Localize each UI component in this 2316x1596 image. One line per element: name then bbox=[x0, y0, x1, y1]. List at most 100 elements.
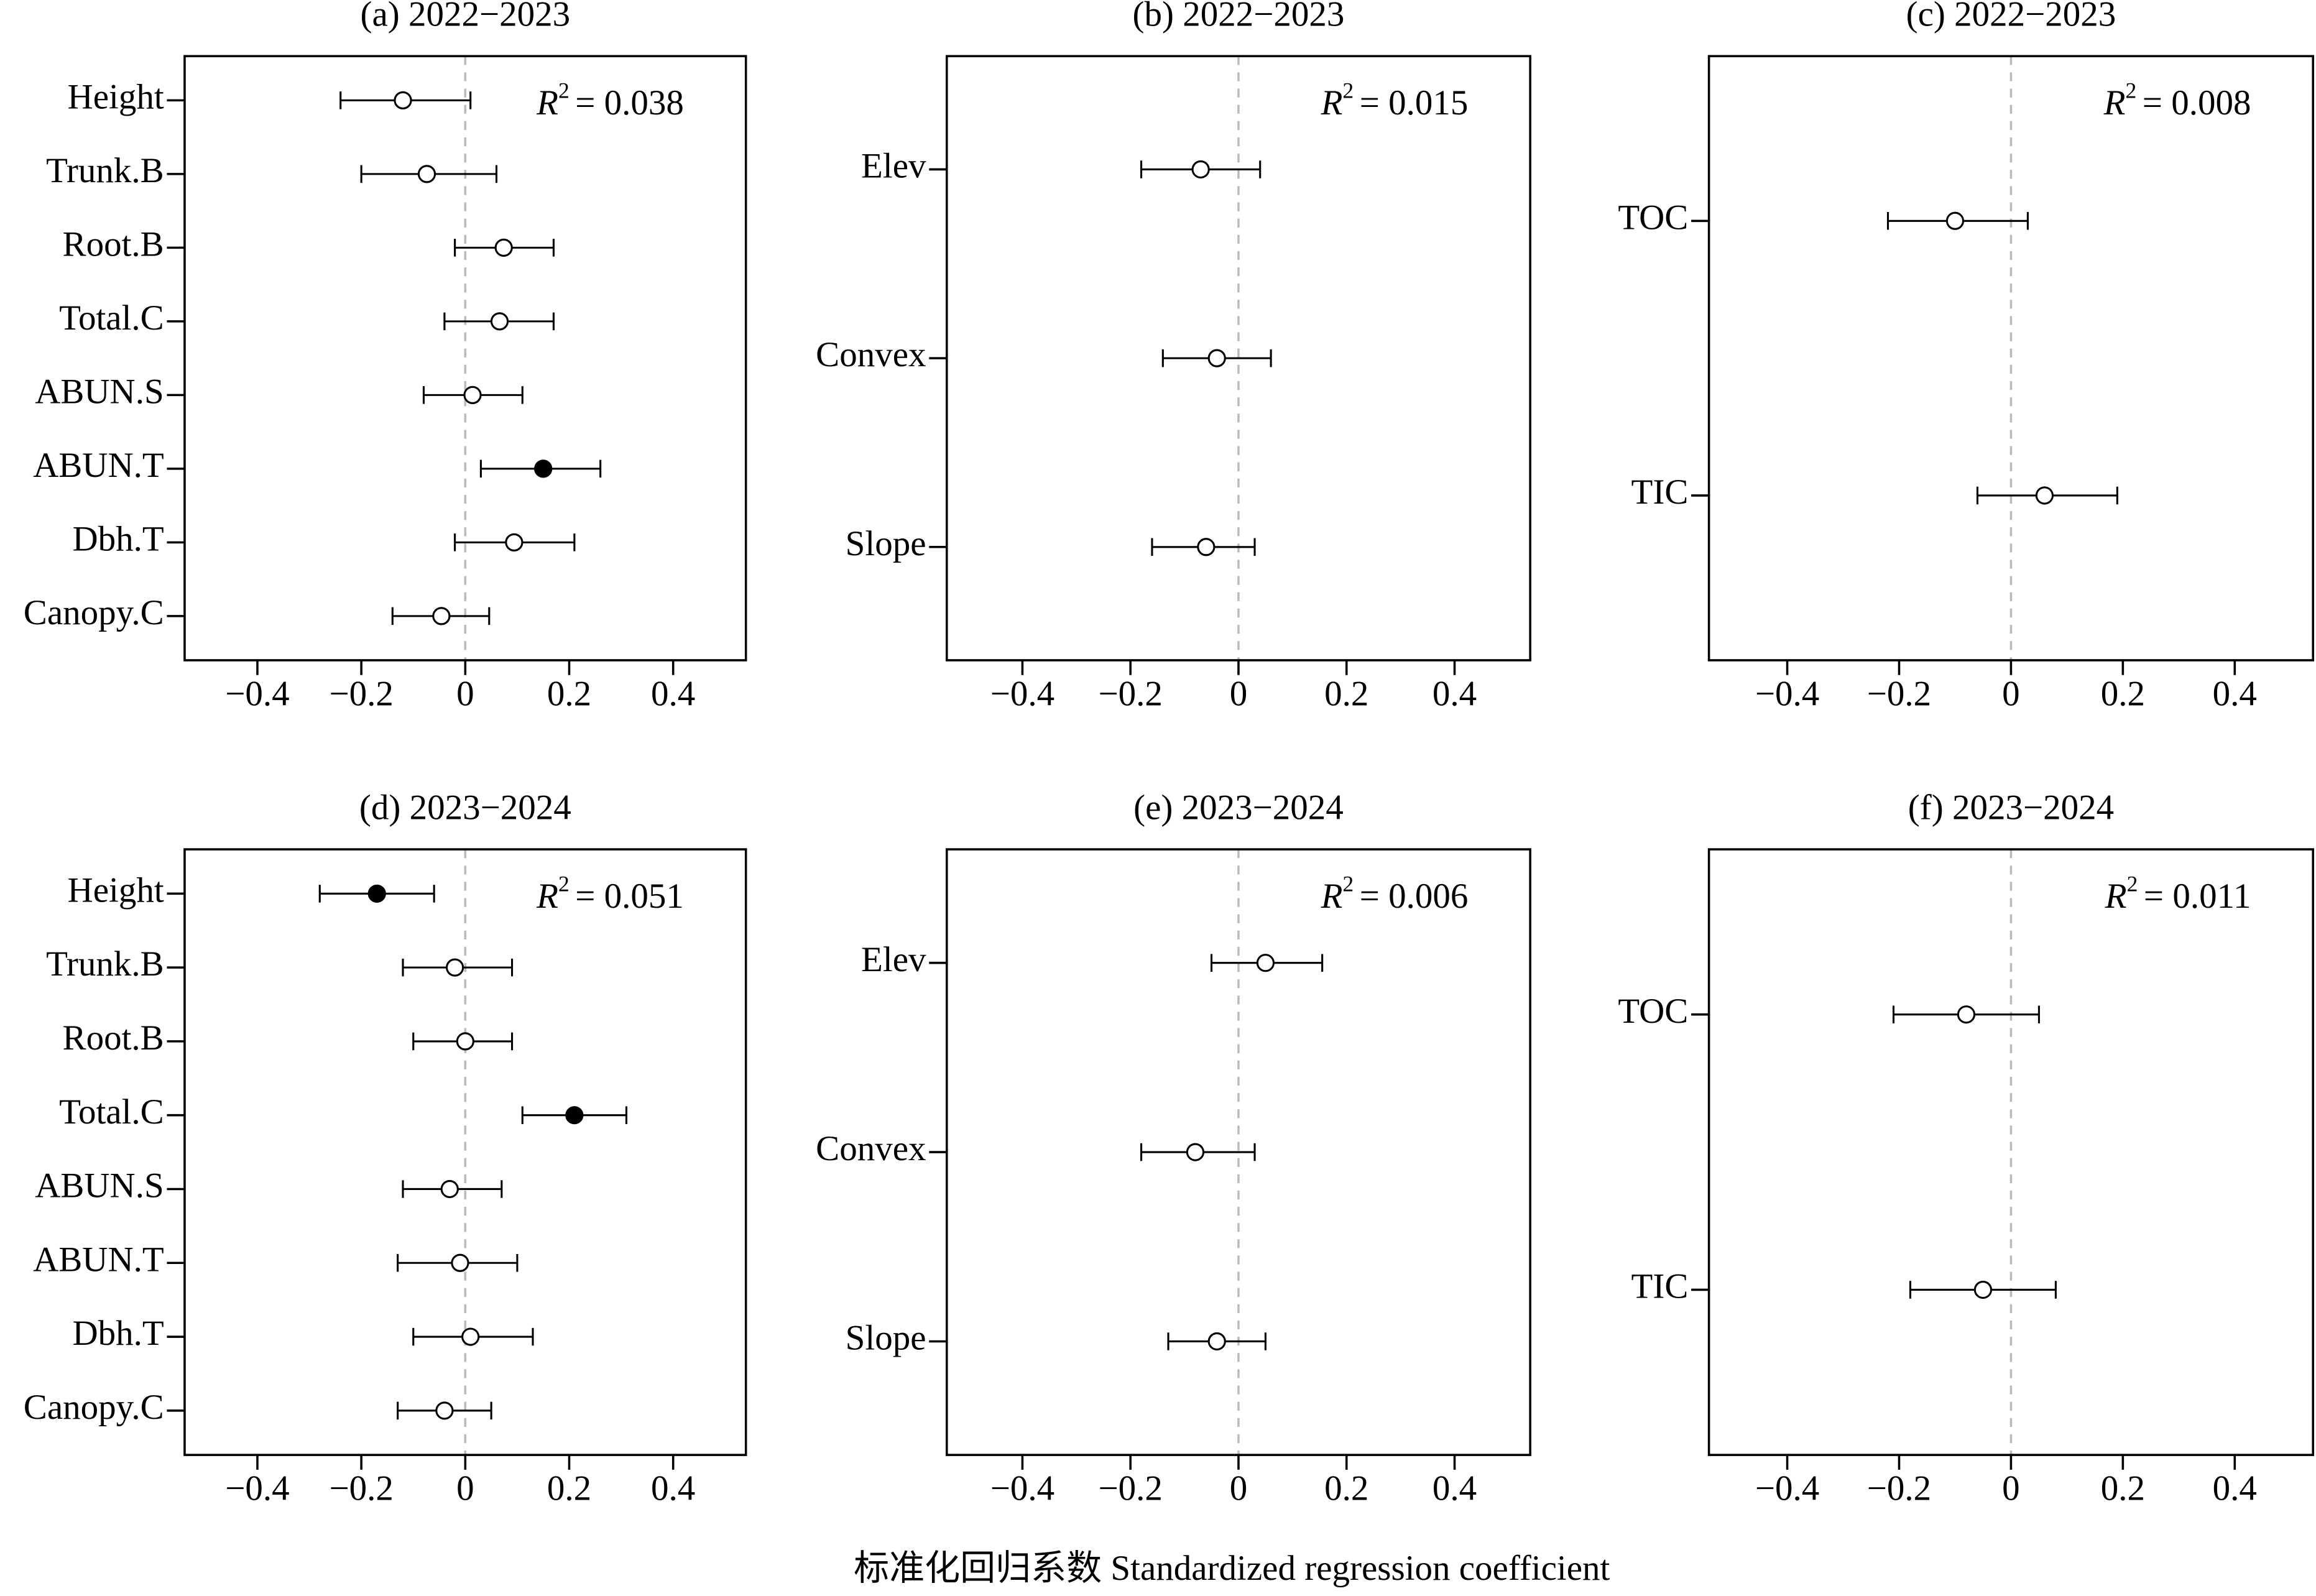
point-estimate bbox=[490, 312, 509, 331]
y-tick-label: Root.B bbox=[63, 224, 164, 264]
r-squared-annotation: R2 = 0.038 bbox=[536, 78, 684, 122]
point-estimate bbox=[456, 1032, 474, 1051]
r-label: R bbox=[1321, 83, 1343, 122]
y-tick-label: Trunk.B bbox=[46, 151, 164, 190]
point-estimate bbox=[440, 1179, 459, 1199]
y-tick-label: TIC bbox=[1631, 1267, 1689, 1306]
r-label: R bbox=[1321, 877, 1343, 916]
point-estimate bbox=[445, 958, 464, 977]
y-tick-label: Dbh.T bbox=[72, 519, 164, 558]
x-tick-label: 0.2 bbox=[1324, 674, 1368, 713]
r-squared-annotation: R2 = 0.006 bbox=[1321, 872, 1469, 916]
point-estimate bbox=[534, 459, 553, 478]
r-squared-annotation: R2 = 0.015 bbox=[1321, 78, 1469, 122]
x-tick-label: 0 bbox=[456, 1469, 474, 1508]
r-equals: = bbox=[2143, 83, 2162, 122]
y-tick-label: Dbh.T bbox=[72, 1314, 164, 1353]
panel-title: (d) 2023−2024 bbox=[359, 788, 571, 827]
y-tick-label: Slope bbox=[846, 1319, 926, 1358]
x-tick-label: 0.4 bbox=[1433, 674, 1477, 713]
y-tick-label: TIC bbox=[1631, 473, 1689, 512]
point-estimate bbox=[417, 165, 436, 183]
point-estimate bbox=[394, 91, 412, 109]
x-tick-label: 0 bbox=[2002, 674, 2019, 713]
panel-title: (f) 2023−2024 bbox=[1908, 788, 2114, 827]
point-estimate bbox=[367, 884, 386, 903]
r-squared-value: 0.006 bbox=[1388, 877, 1468, 916]
panel-title: (b) 2022−2023 bbox=[1133, 0, 1345, 34]
r-squared-value: 0.015 bbox=[1388, 83, 1468, 122]
point-estimate bbox=[1191, 160, 1210, 179]
x-tick-label: 0.4 bbox=[651, 674, 695, 713]
y-tick-label: Canopy.C bbox=[24, 593, 164, 632]
r-label: R bbox=[2103, 83, 2126, 122]
y-tick-label: Trunk.B bbox=[46, 944, 164, 984]
x-tick-label: −0.2 bbox=[329, 1469, 393, 1508]
x-tick-label: −0.4 bbox=[1755, 1469, 1819, 1508]
x-tick-label: −0.2 bbox=[1098, 674, 1162, 713]
y-tick-label: TOC bbox=[1618, 992, 1688, 1031]
x-tick-label: −0.2 bbox=[1867, 674, 1931, 713]
x-tick-label: 0.2 bbox=[2101, 674, 2145, 713]
r-equals: = bbox=[575, 877, 595, 916]
point-estimate bbox=[494, 238, 513, 257]
r-equals: = bbox=[2144, 877, 2164, 916]
x-tick-label: −0.4 bbox=[990, 1469, 1054, 1508]
r-power: 2 bbox=[2126, 78, 2137, 103]
y-tick-label: Canopy.C bbox=[24, 1388, 164, 1427]
r-squared-value: 0.038 bbox=[604, 83, 684, 122]
y-tick-label: ABUN.S bbox=[35, 1166, 164, 1206]
point-estimate bbox=[463, 385, 482, 404]
point-estimate bbox=[461, 1327, 480, 1346]
x-tick-label: 0.2 bbox=[547, 674, 591, 713]
y-tick-label: Convex bbox=[816, 335, 926, 374]
x-tick-label: −0.4 bbox=[225, 1469, 289, 1508]
panel-title: (c) 2022−2023 bbox=[1906, 0, 2116, 34]
r-squared-annotation: R2 = 0.008 bbox=[2103, 78, 2251, 122]
y-tick-label: TOC bbox=[1618, 198, 1688, 237]
x-tick-label: 0.2 bbox=[2101, 1469, 2145, 1508]
point-estimate bbox=[1207, 349, 1226, 367]
r-squared-annotation: R2 = 0.011 bbox=[2105, 872, 2251, 916]
r-label: R bbox=[2105, 877, 2127, 916]
x-tick-label: −0.2 bbox=[329, 674, 393, 713]
point-estimate bbox=[505, 533, 524, 551]
point-estimate bbox=[1957, 1005, 1976, 1024]
x-tick-label: 0 bbox=[1230, 674, 1247, 713]
point-estimate bbox=[1945, 211, 1965, 230]
y-tick-label: Elev bbox=[861, 940, 926, 979]
r-label: R bbox=[536, 83, 558, 122]
r-equals: = bbox=[575, 83, 595, 122]
r-squared-annotation: R2 = 0.051 bbox=[536, 872, 684, 916]
x-tick-label: 0.2 bbox=[1324, 1469, 1368, 1508]
y-tick-label: Elev bbox=[861, 147, 926, 186]
y-tick-label: Total.C bbox=[59, 298, 164, 338]
point-estimate bbox=[1186, 1143, 1205, 1161]
x-tick-label: 0.4 bbox=[2213, 674, 2257, 713]
point-estimate bbox=[2035, 486, 2054, 505]
x-tick-label: 0.2 bbox=[547, 1469, 591, 1508]
x-axis-label: 标准化回归系数 Standardized regression coeffici… bbox=[854, 1549, 1610, 1588]
r-squared-value: 0.011 bbox=[2172, 877, 2251, 916]
r-equals: = bbox=[1360, 877, 1380, 916]
point-estimate bbox=[1197, 538, 1216, 556]
point-estimate bbox=[432, 607, 451, 625]
x-tick-label: −0.4 bbox=[225, 674, 289, 713]
panel-title: (a) 2022−2023 bbox=[360, 0, 570, 34]
y-tick-label: Height bbox=[68, 77, 164, 116]
y-tick-label: Total.C bbox=[59, 1092, 164, 1132]
r-power: 2 bbox=[558, 78, 570, 103]
x-tick-label: 0 bbox=[456, 674, 474, 713]
point-estimate bbox=[1973, 1280, 1993, 1299]
x-tick-label: 0.4 bbox=[2213, 1469, 2257, 1508]
x-tick-label: 0.4 bbox=[1433, 1469, 1477, 1508]
r-power: 2 bbox=[558, 872, 570, 897]
point-estimate bbox=[435, 1401, 454, 1420]
x-tick-label: −0.2 bbox=[1098, 1469, 1162, 1508]
y-tick-label: Height bbox=[68, 870, 164, 910]
x-tick-label: 0 bbox=[1230, 1469, 1247, 1508]
y-tick-label: Slope bbox=[846, 524, 926, 563]
